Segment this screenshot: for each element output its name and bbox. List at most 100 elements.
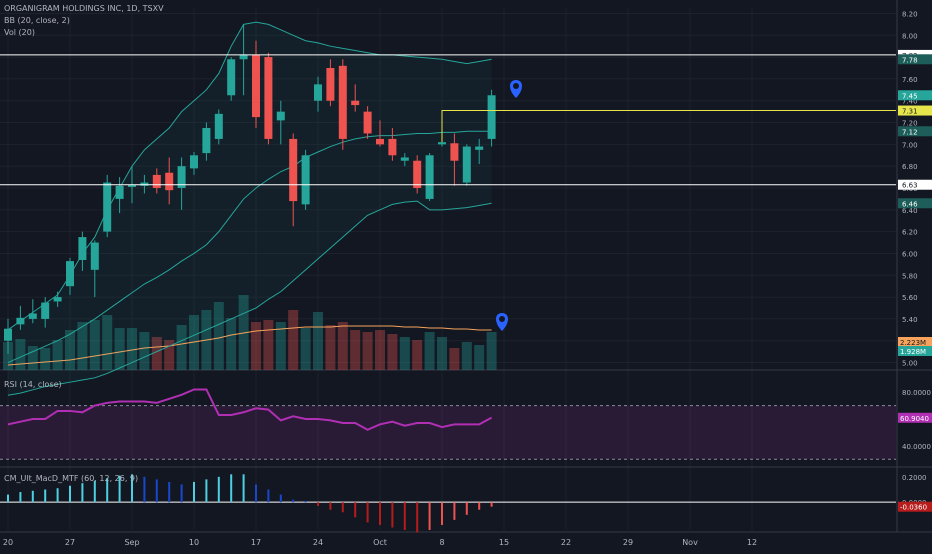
volume-bar	[251, 322, 261, 370]
macd-bar	[56, 488, 59, 503]
macd-bar	[465, 502, 468, 515]
macd-bar	[279, 494, 282, 503]
x-tick-label: 20	[3, 538, 13, 547]
candle-body[interactable]	[16, 317, 25, 325]
rsi-band-fill	[0, 405, 896, 460]
candle-body[interactable]	[152, 174, 161, 188]
x-tick-label: 15	[499, 538, 509, 547]
candle-body[interactable]	[450, 143, 459, 161]
volume-bar	[387, 334, 398, 370]
volume-ma-line	[7, 325, 492, 366]
candle-body[interactable]	[376, 138, 384, 145]
x-tick-label: 10	[189, 538, 199, 547]
macd-pane-label: CM_Ult_MacD_MTF (60, 12, 26, 9)	[4, 474, 138, 483]
candle-body[interactable]	[4, 328, 12, 341]
candle-body[interactable]	[276, 111, 285, 121]
candle-body[interactable]	[140, 182, 149, 186]
y-tick-label: 6.20	[902, 229, 918, 237]
candle-body[interactable]	[115, 185, 124, 199]
candle-body[interactable]	[227, 59, 236, 96]
candle-body[interactable]	[289, 138, 298, 202]
candle-body[interactable]	[326, 68, 335, 101]
macd-bar	[490, 502, 493, 507]
candle-body[interactable]	[351, 100, 360, 106]
macd-bar	[106, 478, 109, 503]
candle-body[interactable]	[128, 184, 136, 187]
grid-layer	[0, 0, 932, 533]
candle-body[interactable]	[202, 128, 211, 154]
volume-badge	[898, 346, 932, 356]
volume-bar	[102, 315, 113, 370]
candle-body[interactable]	[388, 138, 397, 156]
volume-bar	[263, 320, 274, 370]
macd-bar	[155, 479, 158, 503]
volume-bar	[313, 312, 323, 370]
macd-bar	[230, 474, 233, 503]
rsi-tick-label: 40.0000	[902, 443, 931, 451]
header-bb: BB (20, close, 2)	[4, 16, 70, 25]
candle-body[interactable]	[28, 313, 37, 319]
candle-body[interactable]	[400, 157, 409, 161]
x-tick-label: 22	[561, 538, 571, 547]
x-tick-label: Oct	[373, 538, 387, 547]
volume-bar	[213, 302, 224, 370]
price-badge-bb-lower	[898, 198, 932, 209]
price-layer	[0, 21, 896, 396]
candle-body[interactable]	[413, 160, 422, 188]
candle-body[interactable]	[338, 65, 347, 139]
y-tick-label: 5.00	[902, 360, 918, 368]
macd-bar	[304, 500, 307, 503]
price-badge-last-text: 7.45	[902, 92, 918, 100]
candle-body[interactable]	[314, 84, 322, 101]
price-badge-bb-lower-text: 6.46	[902, 200, 918, 208]
macd-bar	[428, 502, 431, 530]
volume-bar	[275, 322, 286, 370]
rsi-line	[7, 388, 493, 431]
y-tick-label: 7.00	[902, 141, 918, 149]
macd-bar	[44, 489, 47, 503]
volume-marker-icon[interactable]	[496, 313, 508, 331]
candle-body[interactable]	[487, 95, 496, 139]
candle-body[interactable]	[462, 146, 471, 183]
macd-bar	[118, 475, 121, 503]
volume-bar	[437, 337, 447, 370]
candle-body[interactable]	[363, 111, 372, 134]
candle-body[interactable]	[190, 155, 198, 169]
price-badge-bb-upper	[898, 54, 932, 65]
y-tick-label: 6.00	[902, 250, 918, 258]
macd-bar	[242, 474, 245, 503]
candle-body[interactable]	[264, 57, 273, 139]
candle-body[interactable]	[475, 146, 484, 150]
candle-body[interactable]	[214, 113, 223, 139]
candle-body[interactable]	[165, 172, 174, 191]
candle-body[interactable]	[78, 237, 87, 260]
candle-body[interactable]	[90, 242, 99, 270]
candle-body[interactable]	[41, 302, 50, 319]
y-tick-label: 7.60	[902, 76, 918, 84]
volume-bar	[288, 310, 299, 370]
rsi-pane-label: RSI (14, close)	[4, 380, 62, 389]
y-tick-label: 5.40	[902, 316, 918, 324]
candle-body[interactable]	[252, 54, 260, 118]
candle-body[interactable]	[301, 155, 310, 205]
y-tick-label: 6.80	[902, 163, 918, 171]
volume-bar	[300, 328, 311, 370]
macd-bar	[143, 476, 146, 503]
volume-bar	[127, 328, 137, 370]
macd-bar	[217, 476, 220, 503]
candle-body[interactable]	[239, 54, 248, 60]
candle-body[interactable]	[103, 182, 112, 232]
candle-body[interactable]	[438, 142, 446, 145]
bb-lower-line	[7, 200, 492, 396]
price-marker-icon[interactable]	[510, 80, 522, 98]
price-badge-bb-middle-text: 7.12	[902, 128, 918, 136]
candle-body[interactable]	[425, 155, 434, 199]
yellow-level-line[interactable]	[441, 110, 896, 143]
axis-layer: 2027Sep101724Oct8152229Nov125.005.205.40…	[3, 10, 932, 547]
candle-body[interactable]	[177, 166, 186, 188]
candle-body[interactable]	[66, 261, 74, 287]
candle-body[interactable]	[53, 297, 62, 302]
macd-bar	[478, 502, 481, 510]
macd-bar	[267, 489, 270, 503]
